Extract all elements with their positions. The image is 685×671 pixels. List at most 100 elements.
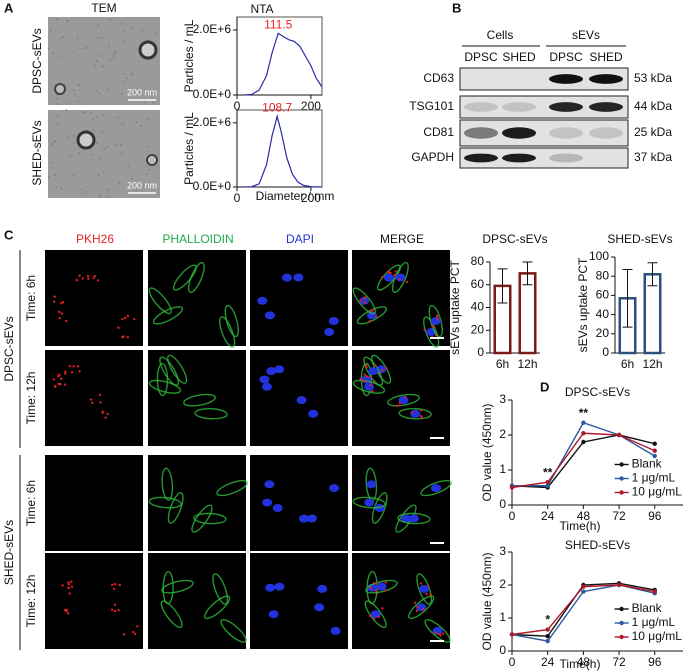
vesicle-dot: [64, 370, 67, 373]
vesicle-dot: [89, 398, 93, 401]
micrograph: [250, 553, 348, 649]
x-tick-label: 200: [301, 191, 321, 205]
vesicle-dot: [362, 379, 366, 383]
vesicle-dot: [419, 414, 423, 418]
x-tick-label: 72: [612, 509, 626, 523]
x-tick-label: 12h: [517, 357, 537, 371]
point: [545, 480, 550, 485]
vesicle-dot: [413, 601, 417, 604]
plot-frame: [236, 109, 323, 188]
point: [545, 483, 550, 488]
vesicle-dot: [58, 373, 61, 376]
channel-label: PKH26: [76, 232, 114, 246]
tem-speck: [94, 64, 96, 67]
nucleus: [383, 273, 394, 282]
blot-band: [464, 153, 498, 163]
actin: [156, 362, 169, 397]
tem-speck: [120, 122, 123, 125]
y-axis-label: OD value (450nm): [480, 403, 494, 501]
vesicle-dot: [104, 416, 107, 419]
group-label: DPSC-sEVs: [2, 316, 16, 381]
vesicle-dot: [52, 300, 56, 304]
tem-speck: [69, 155, 72, 158]
blot-band: [589, 102, 623, 112]
x-tick-label: 200: [301, 99, 321, 113]
vesicle-dot: [52, 378, 56, 381]
vesicle-dot: [124, 316, 127, 320]
vesicle-dot: [70, 580, 73, 583]
nucleus: [264, 480, 275, 489]
blot-band: [549, 127, 583, 139]
vesicle-dot: [136, 625, 139, 628]
point: [652, 441, 657, 446]
lane-label: DPSC: [464, 50, 498, 64]
vesicle-dot: [398, 278, 401, 281]
vesicle-dot: [384, 581, 387, 584]
blot-group: Cells: [487, 28, 514, 42]
scale-label: 200 nm: [127, 180, 157, 190]
y-axis-label: sEVs uptake PCT: [448, 259, 462, 354]
y-tick-label: 100: [589, 249, 609, 263]
micrograph: [45, 250, 143, 346]
panel-label: D: [540, 379, 549, 394]
tem-speck: [123, 73, 126, 75]
blot-strip: [459, 147, 629, 169]
vesicle-dot: [126, 335, 129, 339]
legend-label: Blank: [632, 457, 663, 471]
tem-speck: [102, 65, 104, 68]
tem-speck: [76, 37, 79, 39]
y-tick-label: 2.0E+6: [193, 22, 232, 36]
actin: [167, 354, 188, 384]
vesicle-dot: [60, 312, 63, 315]
vesicle-dot: [374, 582, 378, 585]
nucleus: [306, 514, 317, 523]
vesicle-dot: [439, 634, 442, 637]
tem-image: [48, 17, 160, 105]
x-tick-label: 24: [541, 655, 555, 669]
vesicle-dot: [134, 632, 137, 636]
channel-label: DAPI: [286, 232, 314, 246]
vesicle-dot: [415, 609, 419, 612]
y-tick-label: 20: [596, 326, 610, 340]
blot-band: [464, 102, 498, 112]
size-label: 53 kDa: [634, 71, 672, 85]
nucleus: [274, 582, 285, 591]
nucleus: [410, 409, 421, 418]
tem-speck: [73, 174, 75, 176]
y-tick-label: 0: [477, 345, 484, 359]
tem-speck: [55, 186, 58, 189]
vesicle-dot: [364, 301, 367, 304]
x-tick-label: 0: [234, 191, 241, 205]
y-tick-label: 3: [499, 544, 506, 558]
tem-row-label: DPSC-sEVs: [30, 28, 44, 93]
vesicle-dot: [68, 592, 71, 595]
tem-speck: [99, 196, 102, 198]
error-bar: [522, 261, 533, 286]
tem-speck: [65, 109, 68, 111]
y-tick-label: 0: [602, 345, 609, 359]
vesicle-dot: [113, 582, 117, 586]
x-tick-label: 96: [648, 655, 662, 669]
tem-speck: [52, 52, 55, 55]
nucleus: [296, 396, 307, 405]
tem-speck: [154, 32, 156, 35]
tem-speck: [51, 143, 53, 146]
tem-speck: [102, 171, 105, 173]
vesicle-dot: [70, 585, 74, 589]
panel-label: B: [452, 0, 461, 15]
vesicle-dot: [434, 631, 437, 635]
tem-speck: [124, 81, 126, 83]
tem-speck: [97, 54, 100, 57]
tem-speck: [146, 145, 149, 148]
tem-speck: [112, 55, 115, 57]
vesicle: [138, 40, 158, 60]
vesicle-dot: [75, 278, 78, 282]
tem-speck: [73, 94, 76, 96]
actin: [187, 261, 205, 294]
x-tick-label: 0: [509, 655, 516, 669]
x-tick-label: 0: [509, 509, 516, 523]
tem-speck: [117, 116, 119, 119]
vesicle-dot: [122, 335, 125, 338]
vesicle-dot: [78, 370, 81, 373]
tem-speck: [79, 84, 81, 87]
